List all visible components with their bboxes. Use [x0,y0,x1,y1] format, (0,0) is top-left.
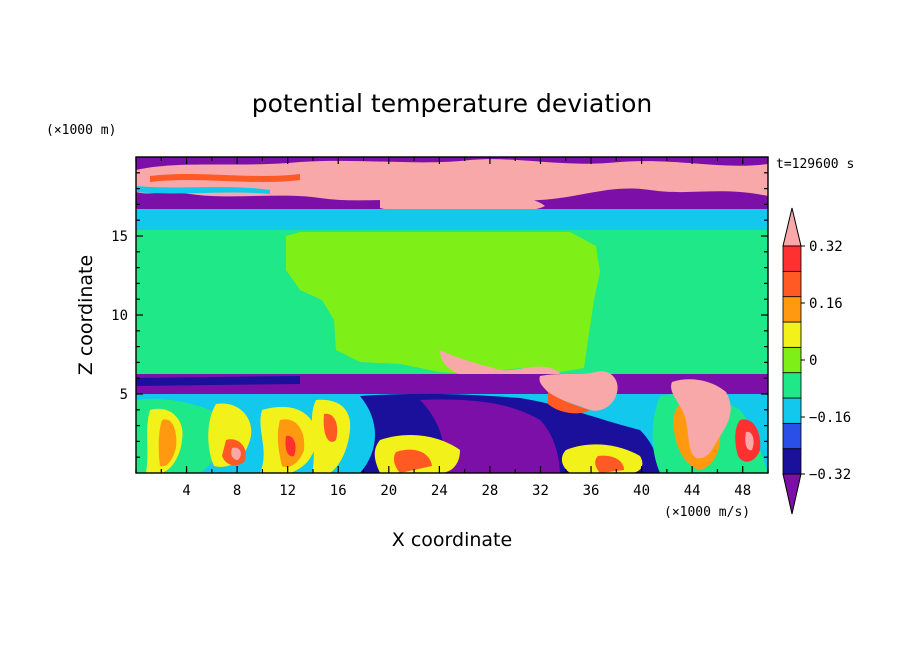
colorbar-label: 0 [809,353,817,369]
x-tick-label: 4 [182,483,190,499]
x-axis-label: X coordinate [392,529,512,551]
colorbar-box [782,422,802,450]
x-tick-label: 44 [684,483,701,499]
y-tick-label: 5 [120,387,128,403]
x-tick-label: 20 [380,483,397,499]
colorbar-box [782,397,802,424]
x-tick-label: 8 [233,483,241,499]
x-tick-label: 16 [330,483,347,499]
time-label: t=129600 s [776,157,854,172]
x-tick-label: 24 [431,483,448,499]
x-units-label: (×1000 m/s) [664,505,750,520]
colorbar-label: 0.32 [809,239,843,255]
x-tick-label: 32 [532,483,549,499]
y-tick-label: 10 [111,308,128,324]
chart-title: potential temperature deviation [252,89,652,118]
region-anvil-lime-plume [286,232,600,374]
x-tick-label: 48 [734,483,751,499]
region-right-pink-plume [671,379,731,459]
x-tick-label: 28 [481,483,498,499]
colorbar-min-triangle [782,473,802,515]
region-upper-cyan-layer [136,209,768,233]
x-tick-label: 40 [633,483,650,499]
colorbar-box [782,448,802,475]
x-tick-label: 36 [583,483,600,499]
x-axis: 4 8 12 16 20 24 28 32 36 40 44 48 [135,157,769,499]
heatmap-field [136,157,768,473]
colorbar-box [782,245,802,272]
colorbar-label: 0.16 [809,296,843,312]
y-units-label: (×1000 m) [46,123,116,138]
colorbar-box [782,321,802,348]
y-axis: 5 10 15 [111,172,768,458]
colorbar-box [782,296,802,323]
colorbar: 0.32 0.16 0 −0.16 −0.32 [782,207,851,515]
colorbar-label: −0.32 [809,467,851,483]
colorbar-label: −0.16 [809,410,851,426]
y-axis-label: Z coordinate [75,255,97,375]
region-upper-pink-streaks [136,159,768,202]
colorbar-max-triangle [782,207,802,247]
colorbar-box [782,372,802,399]
colorbar-box [782,270,802,298]
x-tick-label: 12 [279,483,296,499]
colorbar-box [782,346,802,374]
y-tick-label: 15 [111,229,128,245]
